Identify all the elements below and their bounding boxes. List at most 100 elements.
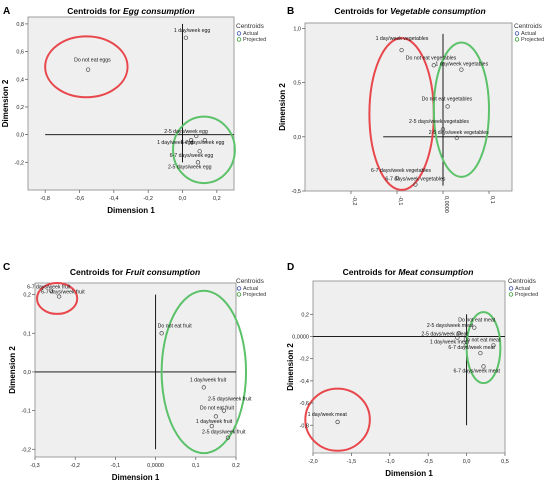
x-tick-label: 0,2 (213, 196, 221, 202)
point-label: 6-7 days/week fruit (41, 290, 85, 296)
data-point (431, 63, 436, 68)
point-label: 1 day/week vegetables (435, 62, 488, 68)
legend-marker-projected (236, 292, 242, 297)
legend-marker-actual (508, 286, 514, 291)
data-point (456, 331, 462, 336)
panel-letter: A (3, 6, 10, 17)
y-tick-label: 0,0000 (292, 334, 309, 340)
data-point (478, 350, 483, 356)
y-tick-label: 1,0 (293, 26, 301, 32)
chart-title-subject: Vegetable consumption (390, 6, 486, 16)
data-point (202, 138, 207, 143)
point-label: Do not eat meat (463, 337, 500, 343)
x-tick-label: 0,0 (463, 459, 471, 465)
chart-panel-a: A Centroids for Egg consumption -0,8 -0,6 -0… (1, 6, 266, 215)
legend-title: Centroids (236, 23, 265, 30)
data-point (209, 423, 215, 429)
y-tick-label: -0,8 (300, 423, 309, 429)
point-label: 2-5 days/week meat (421, 332, 468, 338)
y-axis-label: Dimension 2 (286, 343, 295, 391)
data-point (213, 414, 219, 419)
y-tick-label: -0,2 (300, 357, 309, 363)
data-point (197, 149, 202, 154)
x-tick-label: -0,1 (397, 196, 403, 205)
legend-item: Projected (243, 292, 266, 298)
x-tick-label: 0,0000 (147, 463, 164, 469)
green-ellipse (465, 311, 502, 385)
legend-marker-actual (236, 31, 242, 36)
legend-marker-actual (236, 286, 242, 291)
x-tick-label: -0,5 (423, 459, 432, 465)
point-label: 2-5 days/week fruit (202, 430, 246, 436)
data-point (335, 419, 340, 425)
point-label: Do not eat fruit (158, 323, 193, 329)
plot-area (312, 280, 506, 454)
legend-marker-projected (508, 292, 514, 297)
data-point (481, 364, 486, 369)
panel-letter: C (3, 262, 10, 273)
point-label: 1 day/week fruit (190, 377, 227, 383)
legend-title: Centroids (508, 278, 537, 285)
point-label: 2-5 days/week vegetables (429, 130, 489, 136)
point-label: 1 day/week egg (157, 140, 193, 146)
data-point (195, 160, 201, 165)
point-label: 1 day/week egg (174, 28, 210, 34)
x-tick-label: -0,1 (111, 463, 120, 469)
data-point (413, 182, 418, 187)
y-axis-label: Dimension 2 (8, 346, 17, 394)
legend-marker-actual (514, 31, 520, 36)
x-tick-label: 0,5 (501, 459, 509, 465)
y-tick-label: 0,5 (293, 81, 301, 87)
plot-area (304, 22, 513, 192)
point-label: 1 day/week fruit (196, 419, 233, 425)
x-tick-label: 0,1 (192, 463, 200, 469)
y-tick-label: 0,0 (23, 370, 31, 376)
y-tick-label: 0,0 (293, 135, 301, 141)
x-tick-label: -1,5 (347, 459, 356, 465)
data-point (445, 104, 450, 109)
y-tick-label: -0,6 (300, 401, 309, 407)
y-tick-label: 0,8 (16, 22, 24, 28)
y-tick-label: 0,0 (16, 133, 24, 139)
legend-item: Actual (243, 286, 258, 292)
x-tick-label: -0,4 (109, 196, 118, 202)
legend-item: Actual (521, 31, 536, 37)
point-label: Do not eat eggs (74, 58, 111, 64)
data-point (399, 47, 404, 53)
data-point (394, 175, 400, 181)
x-tick-label: -1,0 (385, 459, 394, 465)
legend-marker-projected (514, 37, 520, 42)
panel-letter: B (287, 6, 294, 17)
chart-title-subject: Egg consumption (123, 6, 195, 16)
data-point (194, 133, 199, 139)
legend-title: Centroids (236, 278, 265, 285)
point-label: 2-5 days/week meat (427, 323, 474, 329)
y-tick-label: 0,2 (301, 312, 309, 318)
legend-marker-projected (236, 37, 242, 42)
y-tick-label: 0,6 (16, 50, 24, 56)
data-point (56, 294, 62, 299)
y-tick-label: 0,4 (16, 77, 24, 83)
y-tick-label: -0,5 (292, 189, 301, 195)
x-tick-label: -0,3 (30, 463, 39, 469)
y-tick-label: 0,1 (23, 331, 31, 337)
y-tick-label: -0,1 (22, 409, 31, 415)
point-label: 1 day/week meat (430, 339, 470, 345)
y-tick-label: -0,4 (300, 379, 309, 385)
x-tick-label: -0,2 (351, 196, 357, 205)
data-point (48, 288, 54, 293)
chart-title: Centroids for Meat consumption (343, 267, 474, 277)
green-ellipse (160, 289, 248, 455)
point-label: 6-7 days/week vegetables (385, 176, 445, 182)
chart-panel-d: D Centroids for Meat consumption -2,0 -1,5 -… (286, 262, 538, 478)
chart-title-subject: Meat consumption (398, 267, 473, 277)
data-point (463, 343, 468, 348)
x-tick-label: -2,0 (308, 459, 317, 465)
point-label: 1 day/week vegetables (376, 36, 429, 42)
x-tick-label: 0,2 (232, 463, 240, 469)
y-tick-label: 0,2 (23, 293, 31, 299)
chart-panel-c: C Centroids for Fruit consumption -0,3 -0,2… (3, 262, 266, 482)
data-point (225, 435, 231, 440)
chart-title: Centroids for Vegetable consumption (334, 6, 485, 16)
